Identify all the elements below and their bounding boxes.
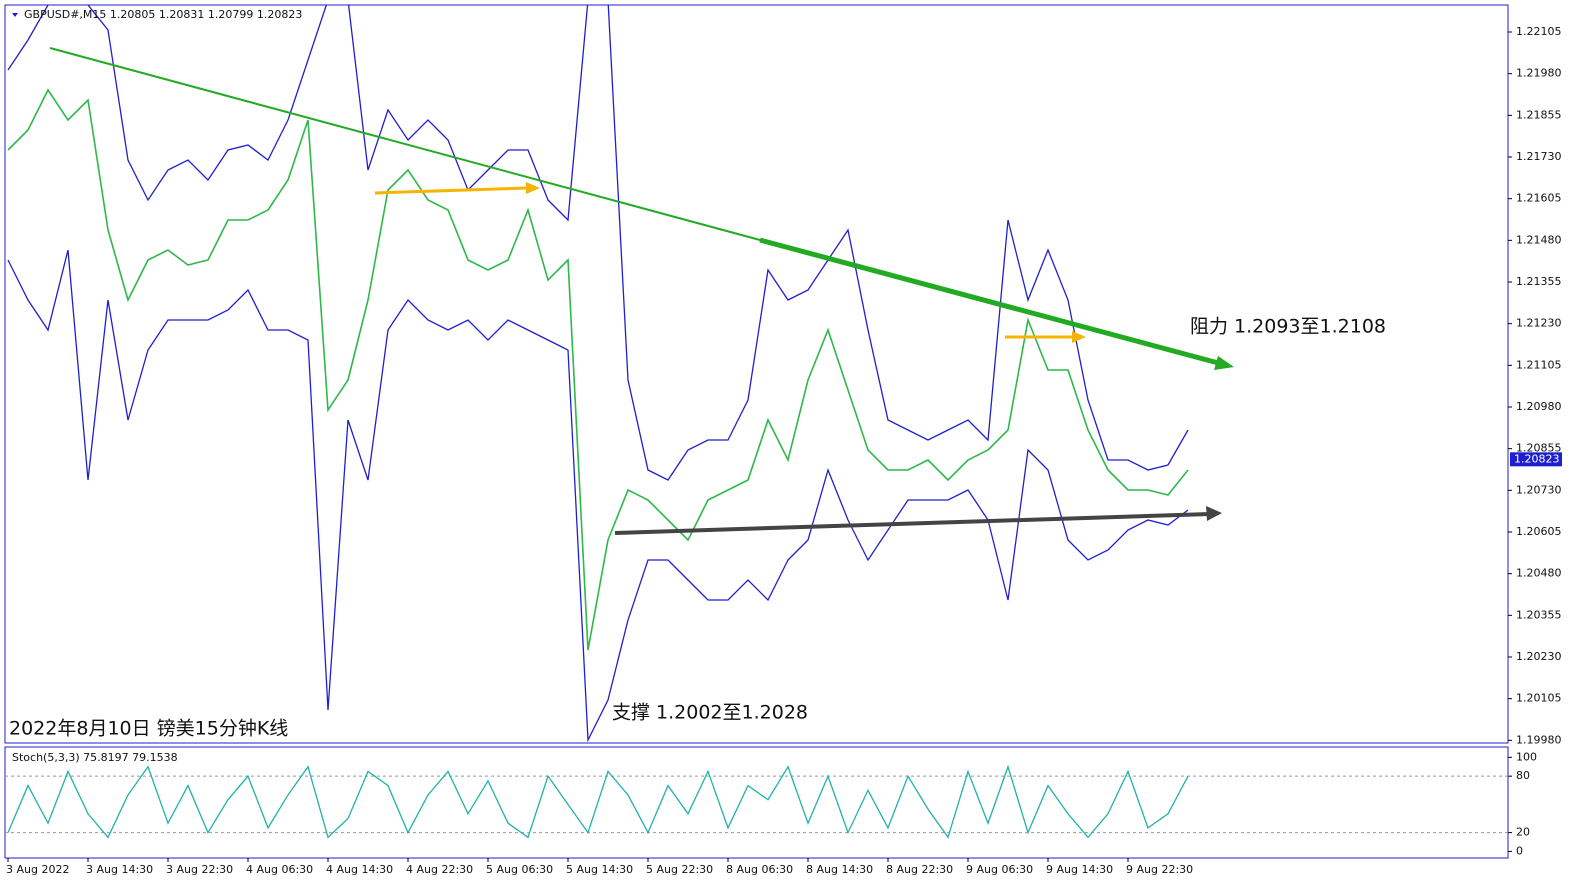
price-tag [1510,452,1562,467]
annotation: 2022年8月10日 镑美15分钟K线 [9,718,288,740]
y-tick-label: 1.21980 [1516,67,1562,80]
arrow-head [1072,331,1086,343]
y-tick-label: 1.21855 [1516,108,1562,121]
menu-icon [12,13,18,17]
arrow-head [1206,506,1222,521]
x-tick-label: 4 Aug 06:30 [246,863,313,876]
series-line [7,249,1189,743]
y-tick-label: 80 [1516,769,1530,782]
x-tick-label: 3 Aug 2022 [6,863,69,876]
series-line [7,88,1189,651]
y-tick-label: 1.21730 [1516,150,1562,163]
annotation: 阻力 1.2093至1.2108 [1190,316,1386,338]
stoch-header: Stoch(5,3,3) 75.8197 79.1538 [12,751,178,764]
x-tick-label: 5 Aug 22:30 [646,863,713,876]
y-tick-label: 1.19980 [1516,733,1562,746]
y-tick-label: 1.20730 [1516,483,1562,496]
x-tick-label: 8 Aug 14:30 [806,863,873,876]
annotation: 支撑 1.2002至1.2028 [612,702,808,724]
y-tick-label: 1.20605 [1516,525,1562,538]
y-tick-label: 100 [1516,750,1537,763]
main-frame [4,4,1509,744]
chart-header: GBPUSD#,M15 1.20805 1.20831 1.20799 1.20… [24,8,302,21]
x-tick-label: 9 Aug 06:30 [966,863,1033,876]
x-tick-label: 3 Aug 14:30 [86,863,153,876]
y-tick-label: 1.21605 [1516,192,1562,205]
y-tick-label: 1.22105 [1516,25,1562,38]
series-line [7,764,1189,839]
trend-line [759,237,1223,367]
y-tick-label: 1.20855 [1516,442,1562,455]
arrow-head [1214,356,1234,370]
x-tick-label: 9 Aug 22:30 [1126,863,1193,876]
y-tick-label: 1.20105 [1516,692,1562,705]
stoch-frame [4,746,1509,859]
y-tick-label: 1.21355 [1516,275,1562,288]
y-tick-label: 1.20230 [1516,650,1562,663]
series-line [7,5,1189,481]
y-tick-label: 1.21105 [1516,358,1562,371]
price-tag-label: 1.20823 [1514,452,1560,465]
x-tick-label: 8 Aug 06:30 [726,863,793,876]
y-tick-label: 1.20980 [1516,400,1562,413]
y-tick-label: 1.21480 [1516,233,1562,246]
x-tick-label: 9 Aug 14:30 [1046,863,1113,876]
x-tick-label: 4 Aug 14:30 [326,863,393,876]
trend-line [49,47,761,241]
y-tick-label: 20 [1516,826,1530,839]
y-tick-label: 1.20355 [1516,608,1562,621]
y-tick-label: 1.21230 [1516,317,1562,330]
support-line [614,512,1211,535]
x-tick-label: 5 Aug 06:30 [486,863,553,876]
arrow-head [526,182,540,194]
x-tick-label: 4 Aug 22:30 [406,863,473,876]
x-tick-label: 8 Aug 22:30 [886,863,953,876]
level-arrow [374,186,529,195]
y-tick-label: 0 [1516,844,1523,857]
y-tick-label: 1.20480 [1516,567,1562,580]
x-tick-label: 5 Aug 14:30 [566,863,633,876]
x-tick-label: 3 Aug 22:30 [166,863,233,876]
